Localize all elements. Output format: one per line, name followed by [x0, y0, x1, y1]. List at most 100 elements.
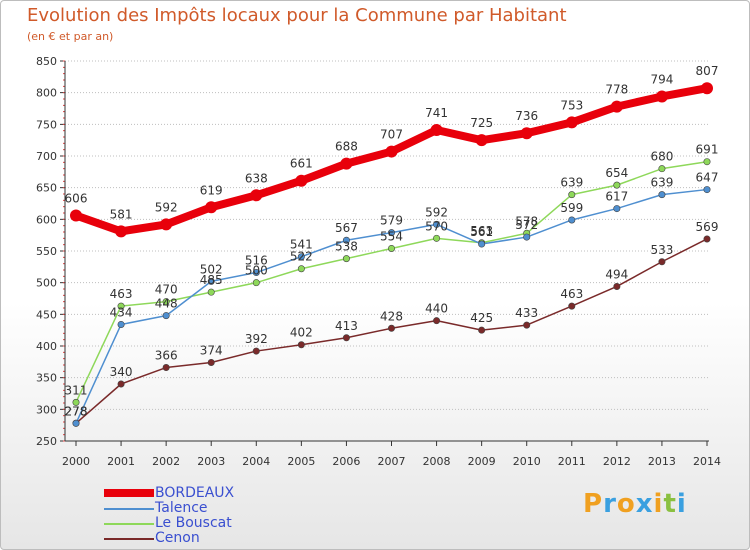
data-point-le-bouscat	[207, 288, 215, 296]
data-label-bordeaux: 592	[155, 200, 178, 214]
data-point-cenon	[342, 334, 350, 342]
data-label-bordeaux: 741	[425, 106, 448, 120]
data-label-talence: 567	[335, 221, 358, 235]
data-point-bordeaux	[655, 90, 668, 103]
data-label-talence: 617	[605, 190, 628, 204]
y-tick-label: 300	[36, 403, 57, 416]
data-label-cenon: 463	[560, 287, 583, 301]
data-label-le-bouscat: 639	[560, 176, 583, 190]
data-point-talence	[162, 312, 170, 320]
legend-swatch	[104, 523, 154, 525]
data-point-talence	[117, 320, 125, 328]
data-point-cenon	[613, 282, 621, 290]
data-label-talence: 561	[470, 225, 493, 239]
x-tick-label: 2008	[423, 455, 451, 468]
data-label-bordeaux: 638	[245, 171, 268, 185]
data-label-cenon: 425	[470, 311, 493, 325]
logo-letter: i	[653, 489, 664, 519]
data-label-bordeaux: 688	[335, 140, 358, 154]
data-point-le-bouscat	[658, 165, 666, 173]
data-point-cenon	[433, 317, 441, 325]
y-tick-label: 850	[36, 55, 57, 68]
legend-swatch	[104, 489, 154, 497]
data-label-talence: 579	[380, 214, 403, 228]
data-point-cenon	[703, 235, 711, 243]
data-label-le-bouscat: 554	[380, 229, 403, 243]
data-point-le-bouscat	[568, 191, 576, 199]
legend-item-le-bouscat: Le Bouscat	[104, 515, 304, 531]
data-point-talence	[342, 236, 350, 244]
data-label-le-bouscat: 691	[696, 143, 719, 157]
data-point-talence	[72, 419, 80, 427]
y-tick-label: 400	[36, 340, 57, 353]
data-label-bordeaux: 725	[470, 116, 493, 130]
data-point-cenon	[658, 258, 666, 266]
data-label-cenon: 440	[425, 302, 448, 316]
data-label-bordeaux: 581	[110, 207, 133, 221]
data-label-talence: 502	[200, 262, 223, 276]
x-tick-label: 2000	[62, 455, 90, 468]
data-point-talence	[478, 240, 486, 248]
legend-item-talence: Talence	[104, 500, 304, 516]
data-point-talence	[433, 220, 441, 228]
x-tick-label: 2003	[197, 455, 225, 468]
data-label-bordeaux: 807	[696, 64, 719, 78]
data-point-talence	[297, 253, 305, 261]
data-label-talence: 434	[110, 305, 133, 319]
data-label-talence: 639	[650, 176, 673, 190]
data-label-cenon: 533	[650, 243, 673, 257]
data-point-bordeaux	[475, 134, 488, 147]
x-tick-label: 2013	[648, 455, 676, 468]
data-label-cenon: 413	[335, 319, 358, 333]
data-label-cenon: 569	[696, 220, 719, 234]
legend-label: Cenon	[155, 530, 200, 546]
data-point-le-bouscat	[703, 158, 711, 166]
data-label-le-bouscat: 563	[470, 224, 493, 238]
y-tick-label: 800	[36, 87, 57, 100]
data-label-cenon: 374	[200, 343, 223, 357]
x-tick-label: 2009	[468, 455, 496, 468]
data-label-cenon: 402	[290, 326, 313, 340]
data-label-le-bouscat: 680	[650, 150, 673, 164]
legend-item-cenon: Cenon	[104, 530, 304, 546]
data-point-le-bouscat	[162, 298, 170, 306]
data-point-bordeaux	[340, 157, 353, 170]
data-point-le-bouscat	[613, 181, 621, 189]
y-tick-label: 450	[36, 308, 57, 321]
y-tick-label: 650	[36, 182, 57, 195]
data-label-cenon: 392	[245, 332, 268, 346]
data-label-talence: 647	[696, 171, 719, 185]
data-label-bordeaux: 606	[65, 192, 88, 206]
data-point-bordeaux	[520, 127, 533, 140]
data-label-le-bouscat: 470	[155, 283, 178, 297]
legend-label: Le Bouscat	[155, 515, 232, 531]
data-point-le-bouscat	[117, 302, 125, 310]
data-label-cenon: 366	[155, 349, 178, 363]
y-tick-label: 500	[36, 277, 57, 290]
data-point-talence	[613, 205, 621, 213]
data-point-le-bouscat	[72, 398, 80, 406]
data-point-bordeaux	[610, 100, 623, 113]
data-point-cenon	[207, 358, 215, 366]
data-point-talence	[568, 216, 576, 224]
logo-letter: r	[603, 489, 617, 519]
data-point-bordeaux	[701, 82, 713, 95]
data-point-cenon	[297, 341, 305, 349]
data-point-bordeaux	[430, 124, 443, 137]
x-tick-label: 2004	[242, 455, 270, 468]
y-tick-label: 750	[36, 118, 57, 131]
data-point-bordeaux	[70, 209, 82, 222]
logo-letter: i	[676, 489, 687, 519]
legend-swatch	[104, 508, 154, 510]
data-point-bordeaux	[565, 116, 578, 129]
data-label-talence: 599	[560, 201, 583, 215]
data-label-cenon: 278	[65, 404, 88, 418]
chart-subtitle: (en € et par an)	[27, 30, 114, 43]
data-point-bordeaux	[250, 189, 263, 202]
data-label-talence: 448	[155, 297, 178, 311]
data-point-bordeaux	[160, 218, 173, 231]
data-point-talence	[703, 186, 711, 194]
data-point-talence	[387, 229, 395, 237]
proxiti-logo: Proxiti	[583, 489, 687, 519]
data-point-le-bouscat	[297, 265, 305, 273]
